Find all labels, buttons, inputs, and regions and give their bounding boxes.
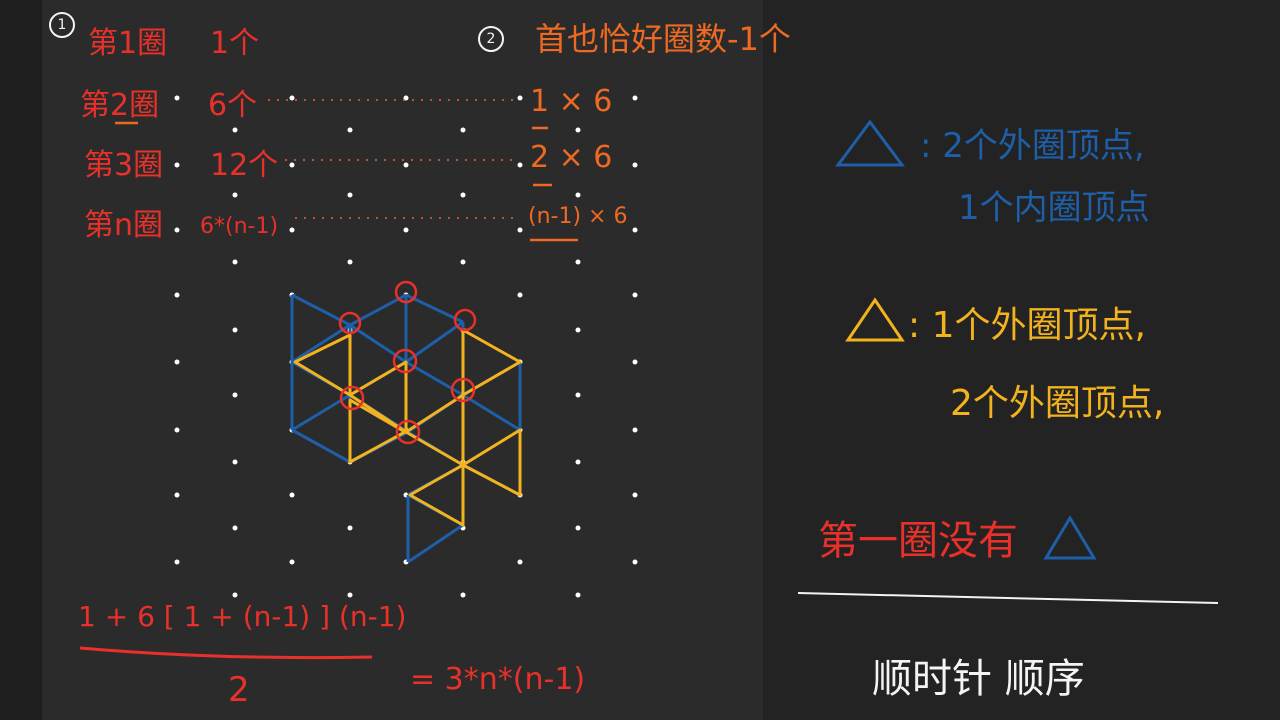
grid-dot xyxy=(232,127,238,133)
grid-dot xyxy=(174,359,180,365)
leader-lines xyxy=(268,99,520,219)
row2-label: 第2圈 xyxy=(80,88,160,123)
grid-dot xyxy=(632,427,638,433)
grid-dot xyxy=(632,559,638,565)
marker-two: 2 xyxy=(478,26,504,52)
grid-dot xyxy=(232,192,238,198)
grid-dot xyxy=(232,327,238,333)
red-circles xyxy=(338,280,477,445)
grid-dot xyxy=(575,327,581,333)
grid-dot xyxy=(232,259,238,265)
grid-dot xyxy=(632,292,638,298)
blue-note-line1: : 2个外圈顶点, xyxy=(920,126,1145,166)
grid-dot xyxy=(460,192,466,198)
grid-dot xyxy=(632,227,638,233)
grid-dot xyxy=(575,592,581,598)
grid-dot xyxy=(347,525,353,531)
grid-dot xyxy=(347,259,353,265)
row1-label: 第1圈 xyxy=(88,26,168,61)
grid-dot xyxy=(174,162,180,168)
blue-note-line2: 1个内圈顶点 xyxy=(958,188,1150,228)
product-n: (n-1) × 6 xyxy=(528,204,628,229)
grid-dot xyxy=(575,127,581,133)
grid-dot xyxy=(632,162,638,168)
row3-count: 12个 xyxy=(210,148,279,183)
rown-count: 6*(n-1) xyxy=(200,214,279,239)
grid-dot xyxy=(575,459,581,465)
yellow-note-line1: : 1个外圈顶点, xyxy=(908,305,1146,346)
grid-dot xyxy=(632,359,638,365)
grid-dot xyxy=(517,162,523,168)
grid-dot xyxy=(460,127,466,133)
grid-dot xyxy=(347,592,353,598)
yellow-triangle-icon xyxy=(845,297,905,342)
grid-dot xyxy=(174,427,180,433)
grid-dot xyxy=(517,227,523,233)
product-1: 1 × 6 xyxy=(530,84,613,119)
side-panel xyxy=(763,0,1280,720)
grid-dot xyxy=(460,259,466,265)
bottom-note: 顺时针 顺序 xyxy=(872,656,1085,702)
row1-count: 1个 xyxy=(210,26,260,61)
grid-dot xyxy=(575,259,581,265)
marker-one: 1 xyxy=(49,12,75,38)
grid-dot xyxy=(174,227,180,233)
grid-dot xyxy=(232,525,238,531)
grid-dot xyxy=(575,192,581,198)
grid-dot xyxy=(174,492,180,498)
grid-dot xyxy=(575,525,581,531)
red-note: 第一圈没有 xyxy=(818,518,1018,564)
blue-triangle-icon xyxy=(835,119,905,167)
grid-dot xyxy=(289,227,295,233)
formula-result: = 3*n*(n-1) xyxy=(410,662,586,697)
grid-dot xyxy=(347,127,353,133)
row2-count: 6个 xyxy=(208,88,258,123)
grid-dot xyxy=(232,459,238,465)
grid-dot xyxy=(632,95,638,101)
grid-dot xyxy=(632,492,638,498)
heading-two: 首也恰好圈数-1个 xyxy=(535,20,791,58)
grid-dot xyxy=(289,492,295,498)
fraction-bar xyxy=(79,646,373,660)
yellow-note-line2: 2个外圈顶点, xyxy=(950,383,1165,424)
grid-dot xyxy=(517,292,523,298)
grid-dot xyxy=(289,95,295,101)
blue-triangle-small-icon xyxy=(1043,515,1097,560)
underline-marks xyxy=(115,121,578,242)
grid-dot xyxy=(460,592,466,598)
grid-dot xyxy=(575,392,581,398)
formula-denominator: 2 xyxy=(228,670,250,710)
grid-dot xyxy=(517,95,523,101)
grid-dot xyxy=(232,592,238,598)
formula-numerator: 1 + 6 [ 1 + (n-1) ] (n-1) xyxy=(78,600,407,633)
yellow-triangles xyxy=(293,328,522,527)
grid-dot xyxy=(347,192,353,198)
grid-dot xyxy=(289,162,295,168)
product-2: 2 × 6 xyxy=(530,140,613,175)
grid-dot xyxy=(517,559,523,565)
grid-dot xyxy=(174,292,180,298)
grid-dot xyxy=(174,559,180,565)
rown-label: 第n圈 xyxy=(84,208,164,243)
row3-label: 第3圈 xyxy=(84,148,164,183)
grid-dot xyxy=(403,162,409,168)
grid-dot xyxy=(174,95,180,101)
divider-line xyxy=(797,592,1219,604)
grid-dot xyxy=(289,559,295,565)
grid-dot xyxy=(232,392,238,398)
grid-dot xyxy=(403,227,409,233)
